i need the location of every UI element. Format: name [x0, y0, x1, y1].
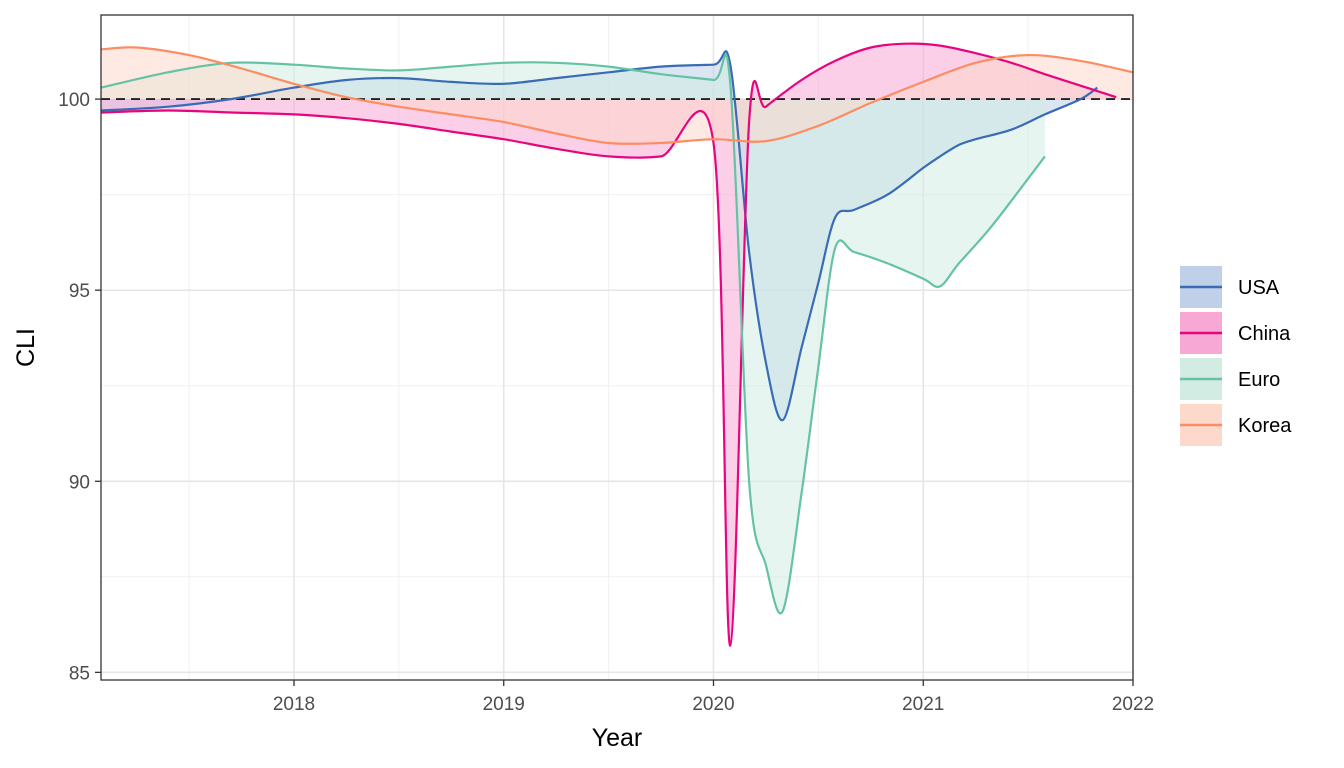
y-tick-label: 90 — [69, 472, 90, 493]
major-gridlines — [101, 15, 1134, 680]
legend: USA China Euro Korea — [1180, 266, 1292, 446]
legend-item-usa: USA — [1180, 266, 1280, 308]
series-line-euro — [100, 53, 1046, 615]
series-lines — [100, 42, 1134, 647]
series-line-usa — [100, 50, 1098, 422]
y-tick-label: 85 — [69, 663, 90, 684]
panel-border — [100, 14, 1134, 681]
axes: 2018 2019 2020 2021 2022 85 90 95 100 — [58, 90, 1154, 715]
legend-label-usa: USA — [1238, 277, 1280, 299]
legend-label-korea: Korea — [1238, 415, 1292, 437]
x-tick-label: 2020 — [692, 694, 734, 715]
x-tick-label: 2022 — [1112, 694, 1154, 715]
y-tick-label: 100 — [58, 90, 90, 111]
legend-item-china: China — [1180, 312, 1291, 354]
y-tick-label: 95 — [69, 281, 90, 302]
x-tick-label: 2021 — [902, 694, 944, 715]
y-axis-title: CLI — [12, 328, 40, 367]
series-fill-korea — [101, 47, 1133, 144]
x-tick-label: 2018 — [273, 694, 315, 715]
legend-label-china: China — [1238, 323, 1291, 345]
x-axis-title: Year — [592, 724, 643, 752]
series-line-china — [100, 42, 1117, 647]
legend-label-euro: Euro — [1238, 369, 1280, 391]
x-tick-label: 2019 — [483, 694, 525, 715]
legend-item-euro: Euro — [1180, 358, 1280, 400]
series-line-korea — [100, 46, 1134, 145]
series-fill-euro — [101, 54, 1045, 614]
legend-item-korea: Korea — [1180, 404, 1292, 446]
